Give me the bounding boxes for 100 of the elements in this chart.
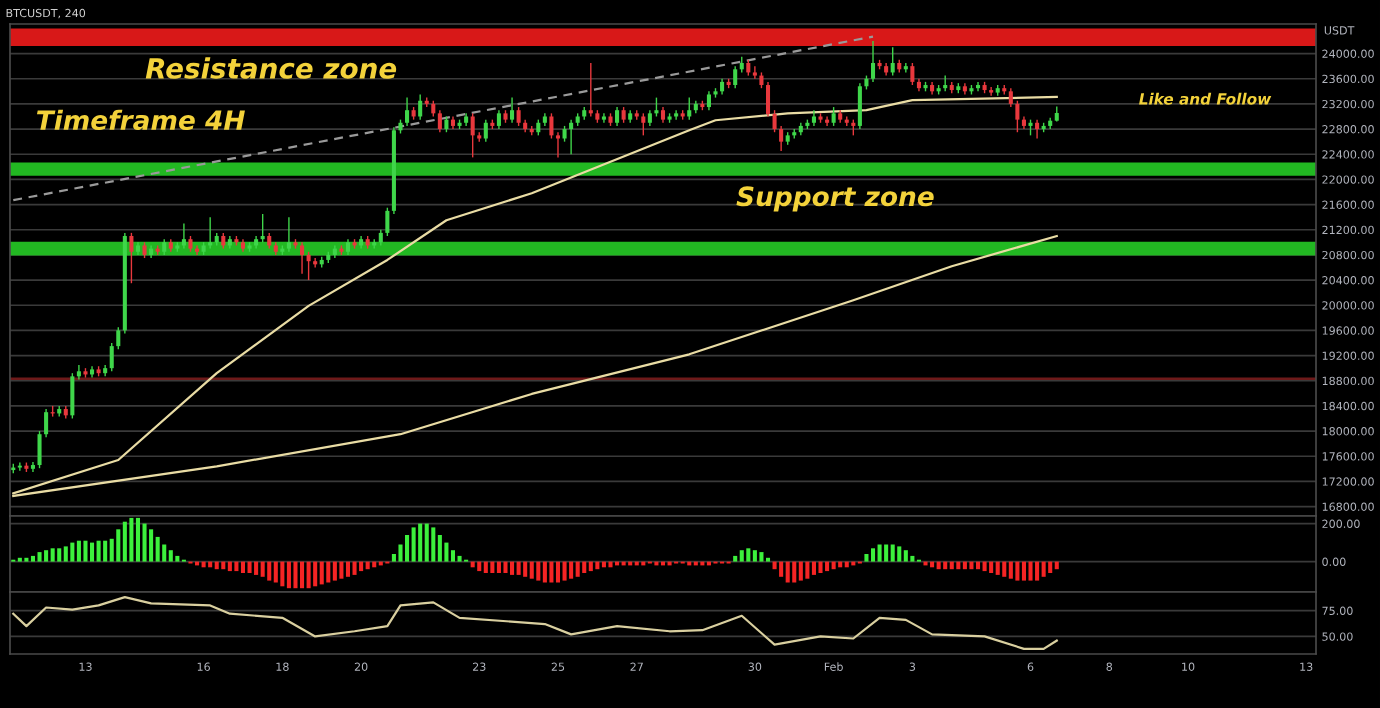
candlestick [300,241,305,275]
candlestick [569,118,574,155]
bar [1048,561,1053,573]
candlestick [752,65,757,80]
bar [44,550,49,562]
bar [63,546,68,562]
bar [569,561,574,579]
candlestick [418,93,423,121]
candlestick [706,90,711,111]
candlestick [588,62,593,118]
candlestick [437,109,442,133]
candlestick [181,222,186,250]
bar [227,561,232,572]
bar [523,561,528,577]
bar [825,561,830,572]
bar [1002,561,1007,577]
bar [175,555,180,562]
bar [1008,561,1013,579]
bar [1028,561,1033,581]
annotation: Timeframe 4H [36,109,245,131]
candlestick [857,82,862,130]
bar [818,561,823,573]
bar [286,561,291,589]
candlestick [989,86,994,97]
bar [831,561,836,570]
bar [450,550,456,562]
bar [155,536,160,562]
bar [759,552,764,562]
candlestick [208,216,213,250]
bar [575,561,580,577]
bar [1021,561,1026,581]
bar [542,561,547,583]
candlestick [910,62,915,86]
bar [588,561,593,572]
bar [247,561,252,573]
candlestick [483,118,488,143]
candlestick [641,112,646,137]
bar [162,544,167,562]
bar [555,561,561,583]
bar [90,542,95,562]
candlestick [260,213,265,244]
candlestick [674,109,679,121]
bar [529,561,534,579]
bar [1054,561,1059,570]
bar [1035,561,1040,581]
candlestick [831,106,836,127]
bar [221,561,226,570]
bar [142,523,147,562]
bar [273,561,278,583]
bar [772,561,777,570]
bar [254,561,259,575]
bar [582,561,587,573]
bar [122,521,127,562]
bar [1015,561,1020,581]
candlestick [555,131,561,159]
bar [995,561,1000,575]
bar [477,561,482,572]
candlestick [870,40,876,83]
bar [792,561,797,583]
bar [536,561,541,581]
bar [483,561,488,573]
bar [864,554,869,562]
bar [608,561,613,568]
bar [76,540,81,562]
bar [424,523,429,562]
bar [326,561,331,583]
bar [811,561,816,575]
bar [746,548,751,562]
bar [260,561,265,577]
bar [30,555,35,562]
bar [752,550,757,562]
bar [168,550,173,562]
candlestick [654,96,659,118]
candlestick [510,96,515,124]
candlestick [286,216,291,253]
bar [562,561,567,581]
bar [516,561,521,575]
bar [306,561,311,589]
bar [549,561,554,583]
candlestick [601,112,606,124]
candlestick [825,115,830,127]
candlestick [549,112,554,140]
bar [293,561,298,589]
candlestick [1035,118,1040,140]
bar [444,542,449,562]
bar [595,561,600,570]
bar [240,561,246,573]
bar [785,561,790,583]
bar [503,561,508,573]
candlestick [687,96,692,121]
candlestick [516,106,521,127]
bar [103,540,108,562]
bar [267,561,272,581]
bar [50,548,55,562]
bar [359,561,364,572]
bar [116,529,121,562]
candlestick [733,65,738,89]
candlestick [116,326,121,350]
annotation: Support zone [736,186,934,212]
bar [313,561,318,587]
